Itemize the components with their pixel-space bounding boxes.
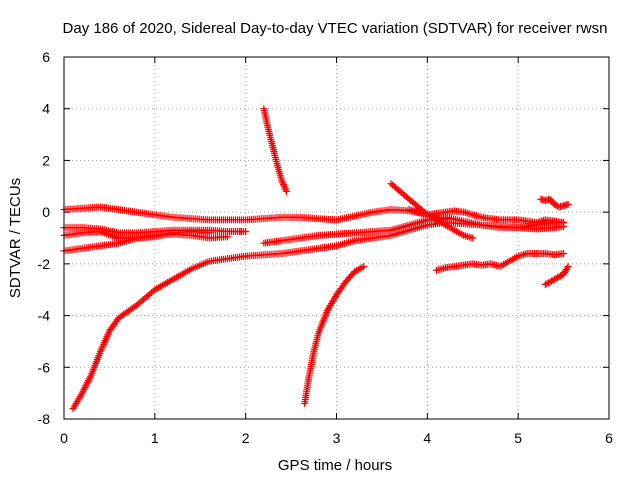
- series-s9: [387, 180, 477, 242]
- y-tick-label: -8: [38, 411, 51, 427]
- data-points: [60, 105, 572, 413]
- data-point: [563, 264, 571, 272]
- data-point: [557, 272, 565, 280]
- data-point: [552, 275, 560, 283]
- data-point: [543, 280, 551, 288]
- x-tick-label: 0: [60, 430, 68, 446]
- data-point: [282, 186, 290, 194]
- x-tick-label: 3: [333, 430, 341, 446]
- series-s14: [237, 228, 245, 236]
- series-s10: [405, 206, 568, 226]
- data-point: [554, 274, 562, 282]
- x-axis-ticks: 0 1 2 3 4 5 6: [60, 57, 613, 446]
- data-point: [564, 262, 572, 270]
- data-point: [280, 182, 288, 190]
- data-point: [551, 200, 558, 208]
- data-point: [360, 262, 368, 270]
- x-tick-label: 6: [605, 430, 613, 446]
- series-s12: [537, 195, 572, 211]
- y-axis-ticks: -8 -6 -4 -2 0 2 4 6: [38, 49, 609, 427]
- data-point: [279, 179, 287, 187]
- series-s1: [60, 203, 449, 224]
- data-point: [552, 201, 560, 209]
- data-point: [544, 279, 552, 287]
- data-point: [237, 228, 245, 236]
- grid: [64, 57, 609, 419]
- series-s8: [301, 262, 368, 407]
- data-point: [560, 218, 568, 226]
- x-axis-label: GPS time / hours: [278, 457, 392, 474]
- data-point: [281, 184, 289, 192]
- x-tick-label: 5: [514, 430, 522, 446]
- data-point: [278, 177, 286, 185]
- y-tick-label: -4: [38, 308, 51, 324]
- data-point: [555, 273, 563, 281]
- plot-frame: [63, 56, 610, 420]
- y-tick-label: 0: [42, 204, 50, 220]
- data-point: [541, 281, 549, 289]
- data-point: [560, 250, 568, 258]
- y-tick-label: -6: [38, 359, 51, 375]
- data-point: [547, 277, 555, 285]
- series-s4: [60, 228, 213, 255]
- x-tick-label: 2: [242, 430, 250, 446]
- y-tick-label: 2: [42, 152, 50, 168]
- x-tick-label: 4: [423, 430, 431, 446]
- y-tick-label: 4: [42, 101, 50, 117]
- y-axis-label: SDTVAR / TECUs: [7, 178, 24, 298]
- data-point: [551, 275, 558, 283]
- data-point: [564, 200, 572, 208]
- series-s13: [541, 262, 572, 289]
- data-point: [469, 234, 477, 242]
- x-tick-label: 1: [151, 430, 159, 446]
- series-s7: [260, 105, 291, 195]
- data-point: [549, 276, 557, 284]
- data-point: [224, 233, 231, 241]
- y-tick-label: 6: [42, 49, 50, 65]
- data-point: [205, 229, 213, 237]
- chart-title: Day 186 of 2020, Sidereal Day-to-day VTE…: [63, 20, 608, 37]
- y-tick-label: -2: [38, 256, 51, 272]
- data-point: [280, 181, 288, 189]
- series-s11: [432, 250, 568, 274]
- data-point: [77, 391, 85, 399]
- data-point: [546, 278, 554, 286]
- data-point: [283, 187, 291, 195]
